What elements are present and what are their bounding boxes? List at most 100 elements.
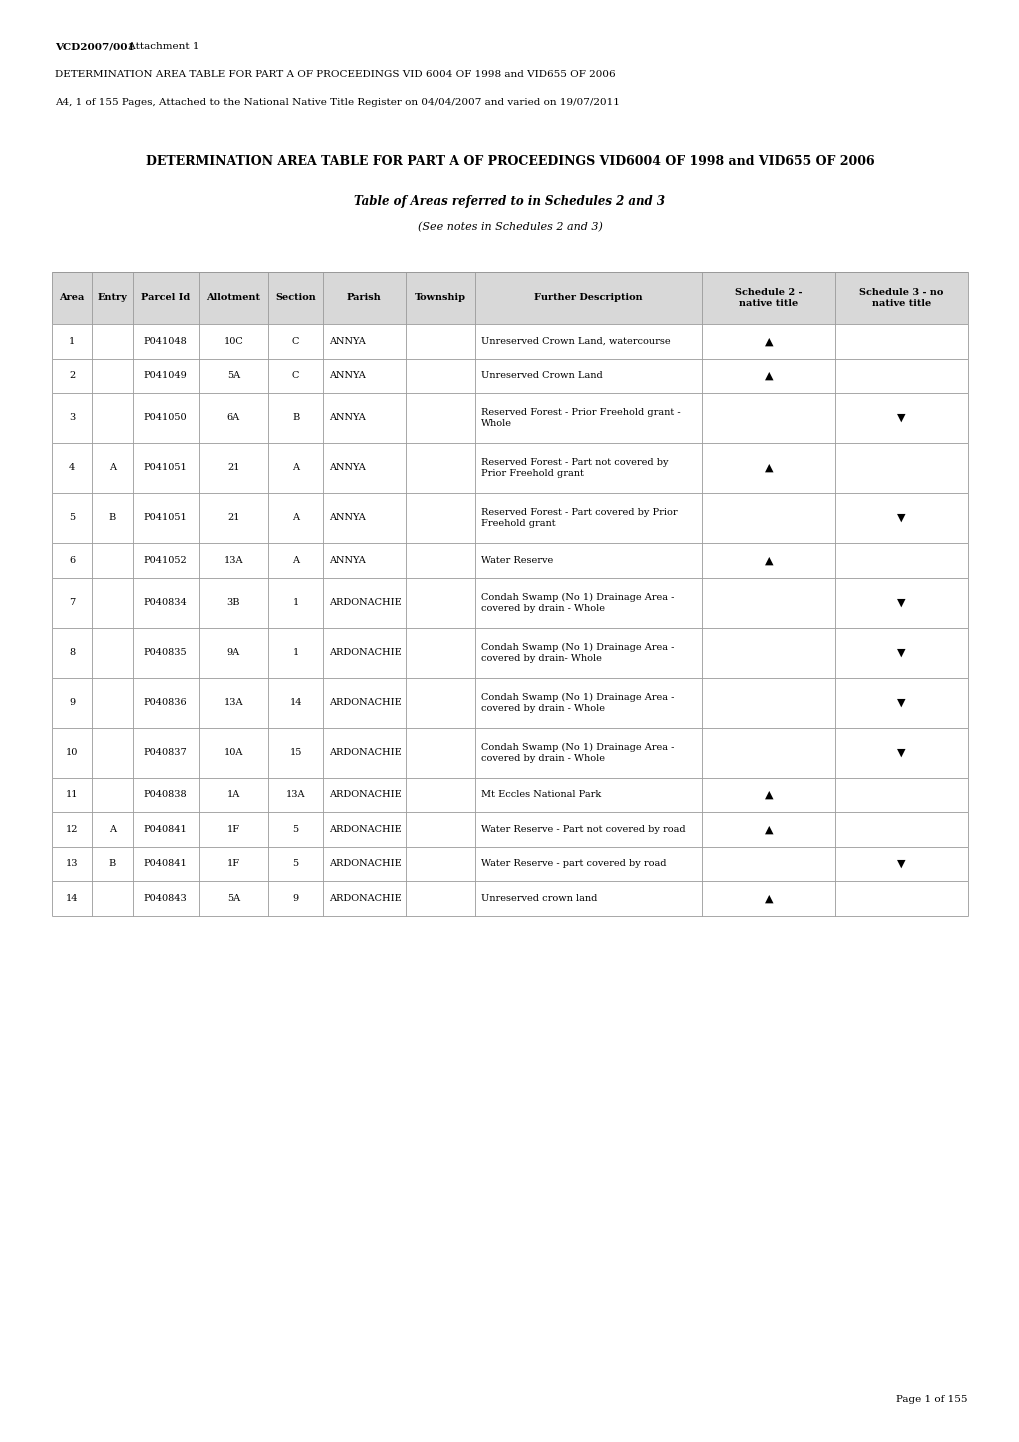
- Text: P041051: P041051: [144, 513, 187, 522]
- Text: Condah Swamp (No 1) Drainage Area -
covered by drain - Whole: Condah Swamp (No 1) Drainage Area - cove…: [481, 692, 674, 712]
- Text: Schedule 3 - no
native title: Schedule 3 - no native title: [859, 288, 943, 309]
- Text: A: A: [291, 555, 299, 565]
- Text: 12: 12: [66, 825, 78, 833]
- Text: ARDONACHIE: ARDONACHIE: [329, 698, 401, 707]
- Text: 11: 11: [66, 790, 78, 799]
- Text: Parish: Parish: [346, 294, 381, 303]
- Text: DETERMINATION AREA TABLE FOR PART A OF PROCEEDINGS VID 6004 OF 1998 and VID655 O: DETERMINATION AREA TABLE FOR PART A OF P…: [55, 71, 615, 79]
- Text: 4: 4: [69, 463, 75, 473]
- Text: 15: 15: [289, 748, 302, 757]
- Text: A4, 1 of 155 Pages, Attached to the National Native Title Register on 04/04/2007: A4, 1 of 155 Pages, Attached to the Nati…: [55, 98, 620, 107]
- Text: Page 1 of 155: Page 1 of 155: [896, 1394, 967, 1405]
- Text: ▼: ▼: [897, 647, 905, 658]
- Text: A: A: [291, 513, 299, 522]
- Text: P041051: P041051: [144, 463, 187, 473]
- Text: 1: 1: [69, 337, 75, 346]
- Text: 1: 1: [292, 598, 299, 607]
- Text: P040838: P040838: [144, 790, 187, 799]
- Text: ▼: ▼: [897, 747, 905, 757]
- Bar: [52, 881, 967, 916]
- Text: ▼: ▼: [897, 412, 905, 423]
- Text: Water Reserve: Water Reserve: [481, 555, 553, 565]
- Text: A: A: [109, 463, 116, 473]
- Text: Table of Areas referred to in Schedules 2 and 3: Table of Areas referred to in Schedules …: [355, 195, 664, 208]
- Text: Reserved Forest - Part covered by Prior
Freehold grant: Reserved Forest - Part covered by Prior …: [481, 508, 678, 528]
- Text: Reserved Forest - Prior Freehold grant -
Whole: Reserved Forest - Prior Freehold grant -…: [481, 408, 680, 428]
- Text: C: C: [291, 337, 299, 346]
- Bar: [52, 777, 967, 812]
- Bar: [52, 627, 967, 678]
- Text: ▲: ▲: [764, 555, 772, 565]
- Text: 13A: 13A: [223, 555, 243, 565]
- Text: 13A: 13A: [285, 790, 305, 799]
- Text: Parcel Id: Parcel Id: [141, 294, 190, 303]
- Text: ANNYA: ANNYA: [329, 513, 366, 522]
- Text: P040841: P040841: [144, 859, 187, 868]
- Text: 1F: 1F: [226, 825, 239, 833]
- Text: ANNYA: ANNYA: [329, 463, 366, 473]
- Text: ▲: ▲: [764, 336, 772, 346]
- Text: ARDONACHIE: ARDONACHIE: [329, 647, 401, 658]
- Text: 5: 5: [292, 859, 299, 868]
- Bar: [52, 812, 967, 846]
- Bar: [52, 577, 967, 627]
- Text: 9: 9: [292, 894, 299, 903]
- Text: Water Reserve - part covered by road: Water Reserve - part covered by road: [481, 859, 666, 868]
- Text: 2: 2: [69, 371, 75, 381]
- Text: 6: 6: [69, 555, 75, 565]
- Text: Section: Section: [275, 294, 316, 303]
- Text: Further Description: Further Description: [534, 294, 642, 303]
- Text: P040841: P040841: [144, 825, 187, 833]
- Text: 8: 8: [69, 647, 75, 658]
- Text: 10: 10: [66, 748, 78, 757]
- Text: P040843: P040843: [144, 894, 187, 903]
- Text: ▲: ▲: [764, 790, 772, 800]
- Text: Condah Swamp (No 1) Drainage Area -
covered by drain- Whole: Condah Swamp (No 1) Drainage Area - cove…: [481, 642, 674, 663]
- Text: Schedule 2 -
native title: Schedule 2 - native title: [735, 288, 802, 309]
- Text: P041048: P041048: [144, 337, 187, 346]
- Text: ARDONACHIE: ARDONACHIE: [329, 748, 401, 757]
- Text: 7: 7: [69, 598, 75, 607]
- Text: ▲: ▲: [764, 893, 772, 903]
- Text: ARDONACHIE: ARDONACHIE: [329, 894, 401, 903]
- Text: ▲: ▲: [764, 825, 772, 835]
- Text: 1F: 1F: [226, 859, 239, 868]
- Bar: [52, 443, 967, 493]
- Text: VCD2007/001: VCD2007/001: [55, 42, 135, 50]
- Bar: [52, 678, 967, 728]
- Text: ▼: ▼: [897, 859, 905, 868]
- Bar: [52, 493, 967, 544]
- Text: ARDONACHIE: ARDONACHIE: [329, 790, 401, 799]
- Text: 21: 21: [227, 513, 239, 522]
- Text: 13A: 13A: [223, 698, 243, 707]
- Text: Mt Eccles National Park: Mt Eccles National Park: [481, 790, 601, 799]
- Bar: [52, 273, 967, 324]
- Text: 9: 9: [69, 698, 75, 707]
- Text: 14: 14: [66, 894, 78, 903]
- Text: Unreserved crown land: Unreserved crown land: [481, 894, 597, 903]
- Text: Condah Swamp (No 1) Drainage Area -
covered by drain - Whole: Condah Swamp (No 1) Drainage Area - cove…: [481, 593, 674, 613]
- Text: 5: 5: [69, 513, 75, 522]
- Text: P040837: P040837: [144, 748, 187, 757]
- Text: Unreserved Crown Land: Unreserved Crown Land: [481, 371, 602, 381]
- Text: B: B: [291, 414, 299, 423]
- Text: 10C: 10C: [223, 337, 243, 346]
- Text: 5A: 5A: [226, 371, 239, 381]
- Text: 10A: 10A: [223, 748, 243, 757]
- Text: C: C: [291, 371, 299, 381]
- Text: ANNYA: ANNYA: [329, 371, 366, 381]
- Text: 13: 13: [66, 859, 78, 868]
- Text: Reserved Forest - Part not covered by
Prior Freehold grant: Reserved Forest - Part not covered by Pr…: [481, 459, 668, 479]
- Text: Attachment 1: Attachment 1: [125, 42, 200, 50]
- Text: ARDONACHIE: ARDONACHIE: [329, 598, 401, 607]
- Bar: [52, 846, 967, 881]
- Bar: [52, 728, 967, 777]
- Text: Water Reserve - Part not covered by road: Water Reserve - Part not covered by road: [481, 825, 685, 833]
- Text: Allotment: Allotment: [206, 294, 260, 303]
- Text: P041050: P041050: [144, 414, 187, 423]
- Bar: [52, 324, 967, 359]
- Text: ▲: ▲: [764, 371, 772, 381]
- Text: DETERMINATION AREA TABLE FOR PART A OF PROCEEDINGS VID6004 OF 1998 and VID655 OF: DETERMINATION AREA TABLE FOR PART A OF P…: [146, 154, 873, 169]
- Bar: [52, 544, 967, 577]
- Text: P040836: P040836: [144, 698, 187, 707]
